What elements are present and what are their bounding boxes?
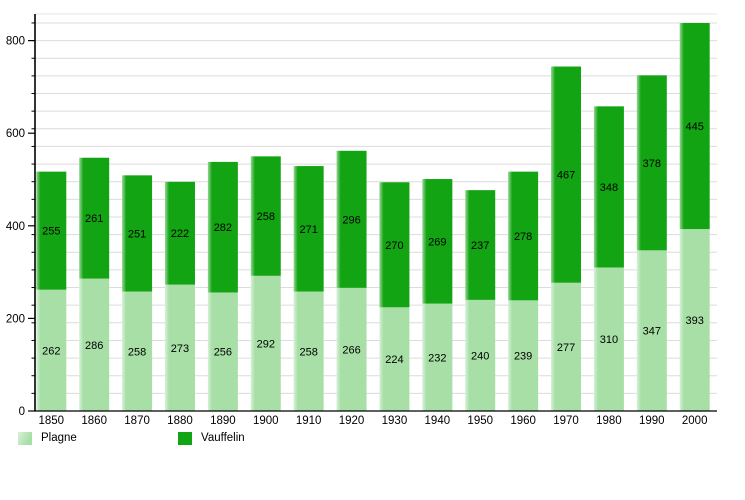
x-tick-label-1910: 1910 bbox=[296, 415, 322, 427]
bar-plagne-1930 bbox=[379, 307, 410, 411]
bar-vauffelin-1860 bbox=[79, 157, 110, 279]
value-label-vauffelin-1910: 271 bbox=[299, 224, 317, 236]
value-label-vauffelin-1970: 467 bbox=[557, 170, 575, 182]
value-label-vauffelin-1850: 255 bbox=[42, 226, 60, 238]
value-label-plagne-1890: 256 bbox=[214, 347, 232, 359]
y-tick-label-800: 800 bbox=[6, 36, 25, 48]
bar-vauffelin-1910 bbox=[293, 166, 324, 292]
bar-plagne-1890 bbox=[207, 292, 238, 411]
x-tick-label-1980: 1980 bbox=[596, 415, 622, 427]
x-tick-label-1890: 1890 bbox=[210, 415, 236, 427]
bar-plagne-1940 bbox=[422, 303, 453, 411]
value-label-plagne-1900: 292 bbox=[257, 338, 275, 350]
value-label-vauffelin-1940: 269 bbox=[428, 236, 446, 248]
value-label-vauffelin-1900: 258 bbox=[257, 211, 275, 223]
value-label-plagne-1940: 232 bbox=[428, 352, 446, 364]
legend-item-plagne: Plagne bbox=[18, 431, 77, 445]
bar-plagne-1880 bbox=[164, 284, 195, 411]
bar-vauffelin-1850 bbox=[36, 171, 67, 290]
bar-vauffelin-1930 bbox=[379, 182, 410, 308]
bar-vauffelin-1870 bbox=[122, 175, 153, 292]
value-label-vauffelin-1880: 222 bbox=[171, 228, 189, 240]
value-label-vauffelin-1920: 296 bbox=[342, 214, 360, 226]
bar-plagne-1960 bbox=[508, 300, 539, 411]
value-label-plagne-1880: 273 bbox=[171, 343, 189, 355]
x-tick-label-1870: 1870 bbox=[124, 415, 150, 427]
value-label-plagne-1980: 310 bbox=[600, 334, 618, 346]
value-label-vauffelin-1950: 237 bbox=[471, 240, 489, 252]
bar-plagne-1850 bbox=[36, 289, 67, 411]
vauffelin-swatch-icon bbox=[178, 431, 192, 445]
bar-plagne-1900 bbox=[250, 275, 281, 411]
x-tick-label-1960: 1960 bbox=[510, 415, 536, 427]
legend-label-plagne: Plagne bbox=[41, 432, 77, 444]
bar-vauffelin-1880 bbox=[164, 181, 195, 285]
value-label-plagne-1990: 347 bbox=[643, 326, 661, 338]
value-label-plagne-1850: 262 bbox=[42, 345, 60, 357]
value-label-vauffelin-1870: 251 bbox=[128, 228, 146, 240]
x-tick-label-1880: 1880 bbox=[167, 415, 193, 427]
value-label-vauffelin-1890: 282 bbox=[214, 222, 232, 234]
value-label-vauffelin-1960: 278 bbox=[514, 231, 532, 243]
value-label-plagne-1960: 239 bbox=[514, 351, 532, 363]
bar-vauffelin-1990 bbox=[636, 75, 667, 251]
value-label-plagne-1970: 277 bbox=[557, 342, 575, 354]
x-tick-label-1900: 1900 bbox=[253, 415, 279, 427]
axes: 0 200 400 600 800 1850 1860 1870 1880 1890 1900 191… bbox=[6, 14, 717, 427]
bar-plagne-1870 bbox=[122, 291, 153, 411]
value-label-plagne-1920: 266 bbox=[342, 344, 360, 356]
bar-vauffelin-1960 bbox=[508, 171, 539, 301]
bar-vauffelin-1980 bbox=[593, 106, 624, 268]
x-tick-label-1920: 1920 bbox=[339, 415, 365, 427]
value-label-vauffelin-1980: 348 bbox=[600, 182, 618, 194]
bars: 262 255 286 261 258 251 273 222 256 282 292 258 258 2… bbox=[36, 23, 710, 411]
bar-plagne-1980 bbox=[593, 267, 624, 411]
x-tick-label-1860: 1860 bbox=[81, 415, 107, 427]
bar-vauffelin-1940 bbox=[422, 179, 453, 304]
bar-plagne-1990 bbox=[636, 250, 667, 411]
x-tick-label-1930: 1930 bbox=[382, 415, 408, 427]
value-label-vauffelin-1860: 261 bbox=[85, 213, 103, 225]
bar-vauffelin-1950 bbox=[465, 190, 496, 300]
plagne-swatch-icon bbox=[18, 431, 32, 445]
value-label-vauffelin-2000: 445 bbox=[686, 121, 704, 133]
chart-plot-area: 262 255 286 261 258 251 273 222 256 282 292 258 258 2… bbox=[6, 13, 717, 427]
x-tick-label-2000: 2000 bbox=[682, 415, 708, 427]
bar-plagne-2000 bbox=[679, 229, 710, 411]
y-tick-label-0: 0 bbox=[19, 406, 25, 418]
y-tick-label-600: 600 bbox=[6, 128, 25, 140]
bar-vauffelin-1890 bbox=[207, 161, 238, 293]
legend-label-vauffelin: Vauffelin bbox=[201, 432, 245, 444]
y-tick-label-400: 400 bbox=[6, 221, 25, 233]
bar-vauffelin-2000 bbox=[679, 23, 710, 230]
x-tick-label-1950: 1950 bbox=[467, 415, 493, 427]
value-label-plagne-1930: 224 bbox=[385, 354, 403, 366]
bar-plagne-1920 bbox=[336, 287, 367, 411]
value-label-vauffelin-1990: 378 bbox=[643, 158, 661, 170]
bar-plagne-1970 bbox=[551, 282, 582, 411]
bar-plagne-1950 bbox=[465, 299, 496, 411]
value-label-plagne-1910: 258 bbox=[299, 346, 317, 358]
bar-plagne-1910 bbox=[293, 291, 324, 411]
x-tick-label-1940: 1940 bbox=[425, 415, 451, 427]
value-label-plagne-1950: 240 bbox=[471, 350, 489, 362]
x-tick-label-1850: 1850 bbox=[39, 415, 65, 427]
value-label-plagne-2000: 393 bbox=[686, 315, 704, 327]
value-label-plagne-1860: 286 bbox=[85, 340, 103, 352]
bar-vauffelin-1970 bbox=[551, 66, 582, 283]
x-tick-label-1990: 1990 bbox=[639, 415, 665, 427]
bar-plagne-1860 bbox=[79, 278, 110, 411]
value-label-plagne-1870: 258 bbox=[128, 346, 146, 358]
bar-vauffelin-1900 bbox=[250, 156, 281, 276]
x-tick-label-1970: 1970 bbox=[553, 415, 579, 427]
y-tick-label-200: 200 bbox=[6, 313, 25, 325]
value-label-vauffelin-1930: 270 bbox=[385, 240, 403, 252]
bar-vauffelin-1920 bbox=[336, 150, 367, 288]
legend-item-vauffelin: Vauffelin bbox=[178, 431, 245, 445]
